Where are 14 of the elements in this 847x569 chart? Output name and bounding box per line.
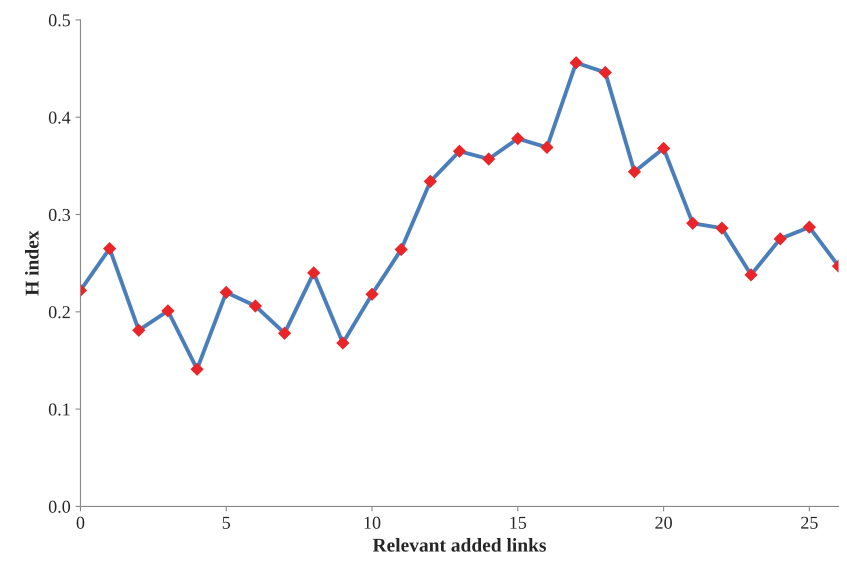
x-tick-label: 0 (76, 516, 84, 529)
y-tick-label: 0.4 (48, 111, 70, 124)
x-axis-title: Relevant added links (372, 538, 546, 552)
x-tick-label: 20 (655, 516, 672, 529)
x-tick-label: 5 (222, 516, 230, 529)
x-tick-label: 15 (510, 516, 526, 529)
y-tick-label: 0.3 (48, 208, 70, 222)
x-tick-label: 25 (801, 516, 818, 529)
y-axis-title: H index (24, 230, 39, 296)
y-tick-label: 0.0 (48, 500, 70, 513)
y-tick-label: 0.5 (48, 14, 70, 26)
x-tick-label: 10 (364, 516, 380, 529)
y-tick-label: 0.1 (48, 403, 70, 416)
y-tick-label: 0.2 (48, 306, 70, 318)
